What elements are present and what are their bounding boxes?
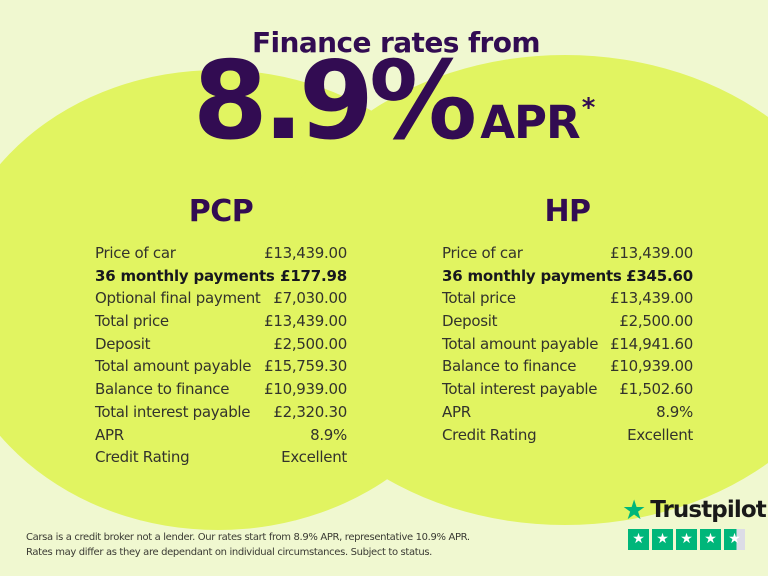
row-value: £13,439.00 [264,312,347,331]
rating-star-box: ★ [628,529,649,550]
page-title: Finance rates from [252,26,541,59]
row-value: £177.98 [280,266,347,285]
row-value: £13,439.00 [264,244,347,262]
table-row: Total price £13,439.00 [95,310,347,333]
headline-rate: 8.9% APR * [10,39,768,164]
row-label: Total price [95,312,169,331]
row-label: Total price [442,289,516,308]
row-value: £7,030.00 [273,289,347,308]
row-label: 36 monthly payments [95,266,275,285]
row-label: Total amount payable [442,334,599,353]
row-label: APR [95,425,124,444]
row-label: 36 monthly payments [442,266,622,285]
table-row: Price of car £13,439.00 [442,242,693,265]
row-value: £15,759.30 [264,357,347,376]
rate-suffix: APR [480,96,580,149]
row-value: £2,320.30 [273,402,347,421]
star-icon: ★ [656,531,669,547]
table-row: Total amount payable £15,759.30 [95,355,347,378]
table-row: Optional final payment £7,030.00 [95,287,347,310]
trustpilot-badge: ★ Trustpilot ★ ★ ★ ★ ★ [622,494,767,550]
right-blob-shape [265,55,768,525]
trustpilot-brand-text: Trustpilot [650,497,766,523]
row-label: Credit Rating [442,425,537,444]
row-value: £2,500.00 [619,312,693,331]
rate-value: 8.9% [192,39,478,164]
row-label: Deposit [95,334,151,353]
row-value: 8.9% [310,425,347,444]
rating-star-box: ★ [652,529,673,550]
disclaimer-line-2: Rates may differ as they are dependant o… [26,547,433,558]
row-label: Deposit [442,312,498,331]
star-icon: ★ [728,531,741,547]
pcp-table: PCP Price of car £13,439.00 36 monthly p… [95,192,347,469]
pcp-heading: PCP [188,194,254,229]
star-icon: ★ [680,531,693,547]
row-label: Total amount payable [95,357,252,376]
table-row: Total price £13,439.00 [442,287,693,310]
row-label: Total interest payable [95,402,251,421]
trustpilot-logo: ★ Trustpilot [622,494,767,526]
row-value: £1,502.60 [619,380,693,399]
row-value: £345.60 [626,266,693,285]
row-value: £14,941.60 [610,334,693,353]
disclaimer-line-1: Carsa is a credit broker not a lender. O… [26,532,470,543]
row-value: £13,439.00 [610,244,693,262]
table-row: 36 monthly payments £345.60 [442,265,693,288]
pcp-rows: Price of car £13,439.00 36 monthly payme… [95,242,347,469]
row-value: Excellent [281,448,347,467]
rating-star-box: ★ [700,529,721,550]
table-row: Total interest payable £2,320.30 [95,401,347,424]
table-row: Deposit £2,500.00 [442,310,693,333]
row-value: £10,939.00 [264,380,347,399]
table-row: 36 monthly payments £177.98 [95,265,347,288]
rating-star-box-partial: ★ [724,529,745,550]
row-label: APR [442,402,471,421]
table-row: APR 8.9% [442,401,693,424]
table-row: Balance to finance £10,939.00 [95,378,347,401]
table-row: Credit Rating Excellent [95,446,347,469]
row-value: 8.9% [656,402,693,421]
row-label: Total interest payable [442,380,598,399]
row-label: Price of car [95,244,176,262]
hp-table: HP Price of car £13,439.00 36 monthly pa… [442,192,693,446]
row-label: Price of car [442,244,523,262]
row-label: Balance to finance [442,357,577,376]
trustpilot-rating-stars: ★ ★ ★ ★ ★ [628,529,766,550]
rating-star-box: ★ [676,529,697,550]
table-row: Credit Rating Excellent [442,424,693,447]
row-value: £13,439.00 [610,289,693,308]
table-row: Total amount payable £14,941.60 [442,333,693,356]
row-value: Excellent [627,425,693,444]
table-row: APR 8.9% [95,424,347,447]
row-value: £10,939.00 [610,357,693,376]
row-label: Balance to finance [95,380,230,399]
table-row: Total interest payable £1,502.60 [442,378,693,401]
row-label: Optional final payment [95,289,261,308]
star-icon: ★ [704,531,717,547]
hp-heading: HP [544,194,591,229]
hp-rows: Price of car £13,439.00 36 monthly payme… [442,242,693,446]
star-icon: ★ [632,531,645,547]
disclaimer-text: Carsa is a credit broker not a lender. O… [26,530,470,560]
rate-asterisk: * [581,93,596,123]
trustpilot-star-icon: ★ [622,494,647,526]
row-label: Credit Rating [95,448,190,467]
table-row: Price of car £13,439.00 [95,242,347,265]
row-value: £2,500.00 [273,334,347,353]
table-row: Deposit £2,500.00 [95,333,347,356]
table-row: Balance to finance £10,939.00 [442,355,693,378]
